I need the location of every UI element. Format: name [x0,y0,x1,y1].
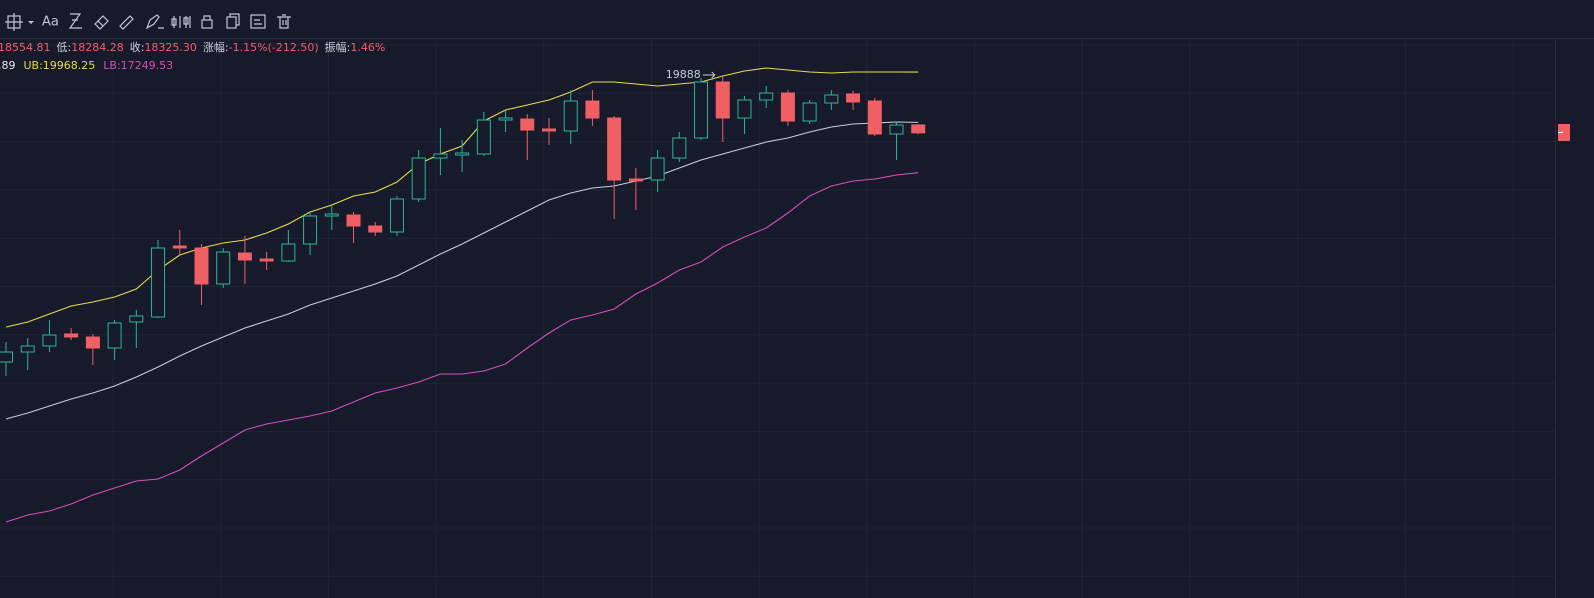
candle-body [85,336,100,349]
info-value: 18554.81 [0,41,51,54]
candle-body [237,252,252,261]
toolbar-bg [0,0,1594,38]
candle-body [411,157,426,200]
candle-body [672,137,687,159]
candle-body [607,117,622,181]
dropdown-arrow[interactable] [28,21,34,24]
info-label: 收: [130,40,145,54]
candle-body [476,119,491,155]
candle-body [846,93,861,103]
candle-body [368,225,383,233]
candle-body [759,92,774,101]
band-line [5,172,919,523]
pattern-icon[interactable] [68,13,82,29]
candle-body [303,215,318,245]
crosshair-icon[interactable] [5,13,23,31]
candle-body [281,243,296,262]
candle-body [498,117,513,121]
info-value: 18284.28 [71,41,124,54]
peak-arrow [702,71,716,79]
lock-icon[interactable] [201,15,213,29]
info-label: 低: [57,41,72,54]
screenshot-icon[interactable] [250,14,266,29]
info-line: 18554.81 低:18284.28 收:18325.30 涨幅:-1.15%(-2… [0,40,385,54]
candle-body [694,81,709,139]
info-text: .89 UB:19968.25 LB:17249.53 [0,59,173,72]
candle-body [780,92,795,122]
grid [0,38,1555,598]
candle-body [194,247,209,285]
candle-body [911,124,926,134]
candle-body [628,178,643,182]
candles-icon[interactable] [171,16,191,28]
info-text: 18554.81 低:18284.28 收:18325.30 涨幅:-1.15%(-2… [0,40,385,54]
candle-body [824,94,839,104]
candle-body [563,100,578,132]
candle-body [802,102,817,122]
toolbar: Aa [0,0,1594,39]
info-value: 1.46% [350,41,385,54]
candle-body [542,128,556,132]
pen-icon[interactable] [145,14,164,30]
candle-body [455,152,470,156]
candle-body [867,100,882,135]
info-value: -1.15%(-212.50) [229,41,319,54]
candle-body [650,157,665,181]
candle-body [585,100,600,119]
eraser-icon[interactable] [94,15,109,30]
ruler-icon[interactable] [119,15,134,30]
candle-body [346,214,361,227]
indicator-value: .89 [0,59,16,72]
peak-annotation: 19888 [666,68,701,81]
candle-body [129,315,144,323]
candle-body [737,99,752,119]
font-button[interactable]: Aa [42,15,59,30]
candle-body [0,351,13,363]
last-price-tag [1558,124,1570,141]
candle-body [715,81,730,119]
candle-body [259,258,274,262]
candle-body [216,251,231,285]
indicator-line: .89 UB:19968.25 LB:17249.53 [0,59,173,72]
candle-body [520,118,535,131]
candle-body [889,124,904,135]
info-label: 振幅: [325,40,351,54]
candle-body [64,333,79,338]
indicator-value: LB:17249.53 [103,59,173,72]
indicator-value: UB:19968.25 [24,59,96,72]
info-value: 18325.30 [144,41,197,54]
copy-icon[interactable] [226,13,240,29]
info-label: 涨幅: [203,41,229,54]
candle-body [20,345,35,353]
band-line [5,121,919,420]
candle-body [107,322,122,349]
candle-body [151,247,166,318]
candle-body [42,334,57,347]
candle-body [389,198,404,233]
delete-icon[interactable] [277,14,291,29]
candle-body [172,245,187,249]
candle-body [324,213,339,217]
candle-body [433,153,448,159]
